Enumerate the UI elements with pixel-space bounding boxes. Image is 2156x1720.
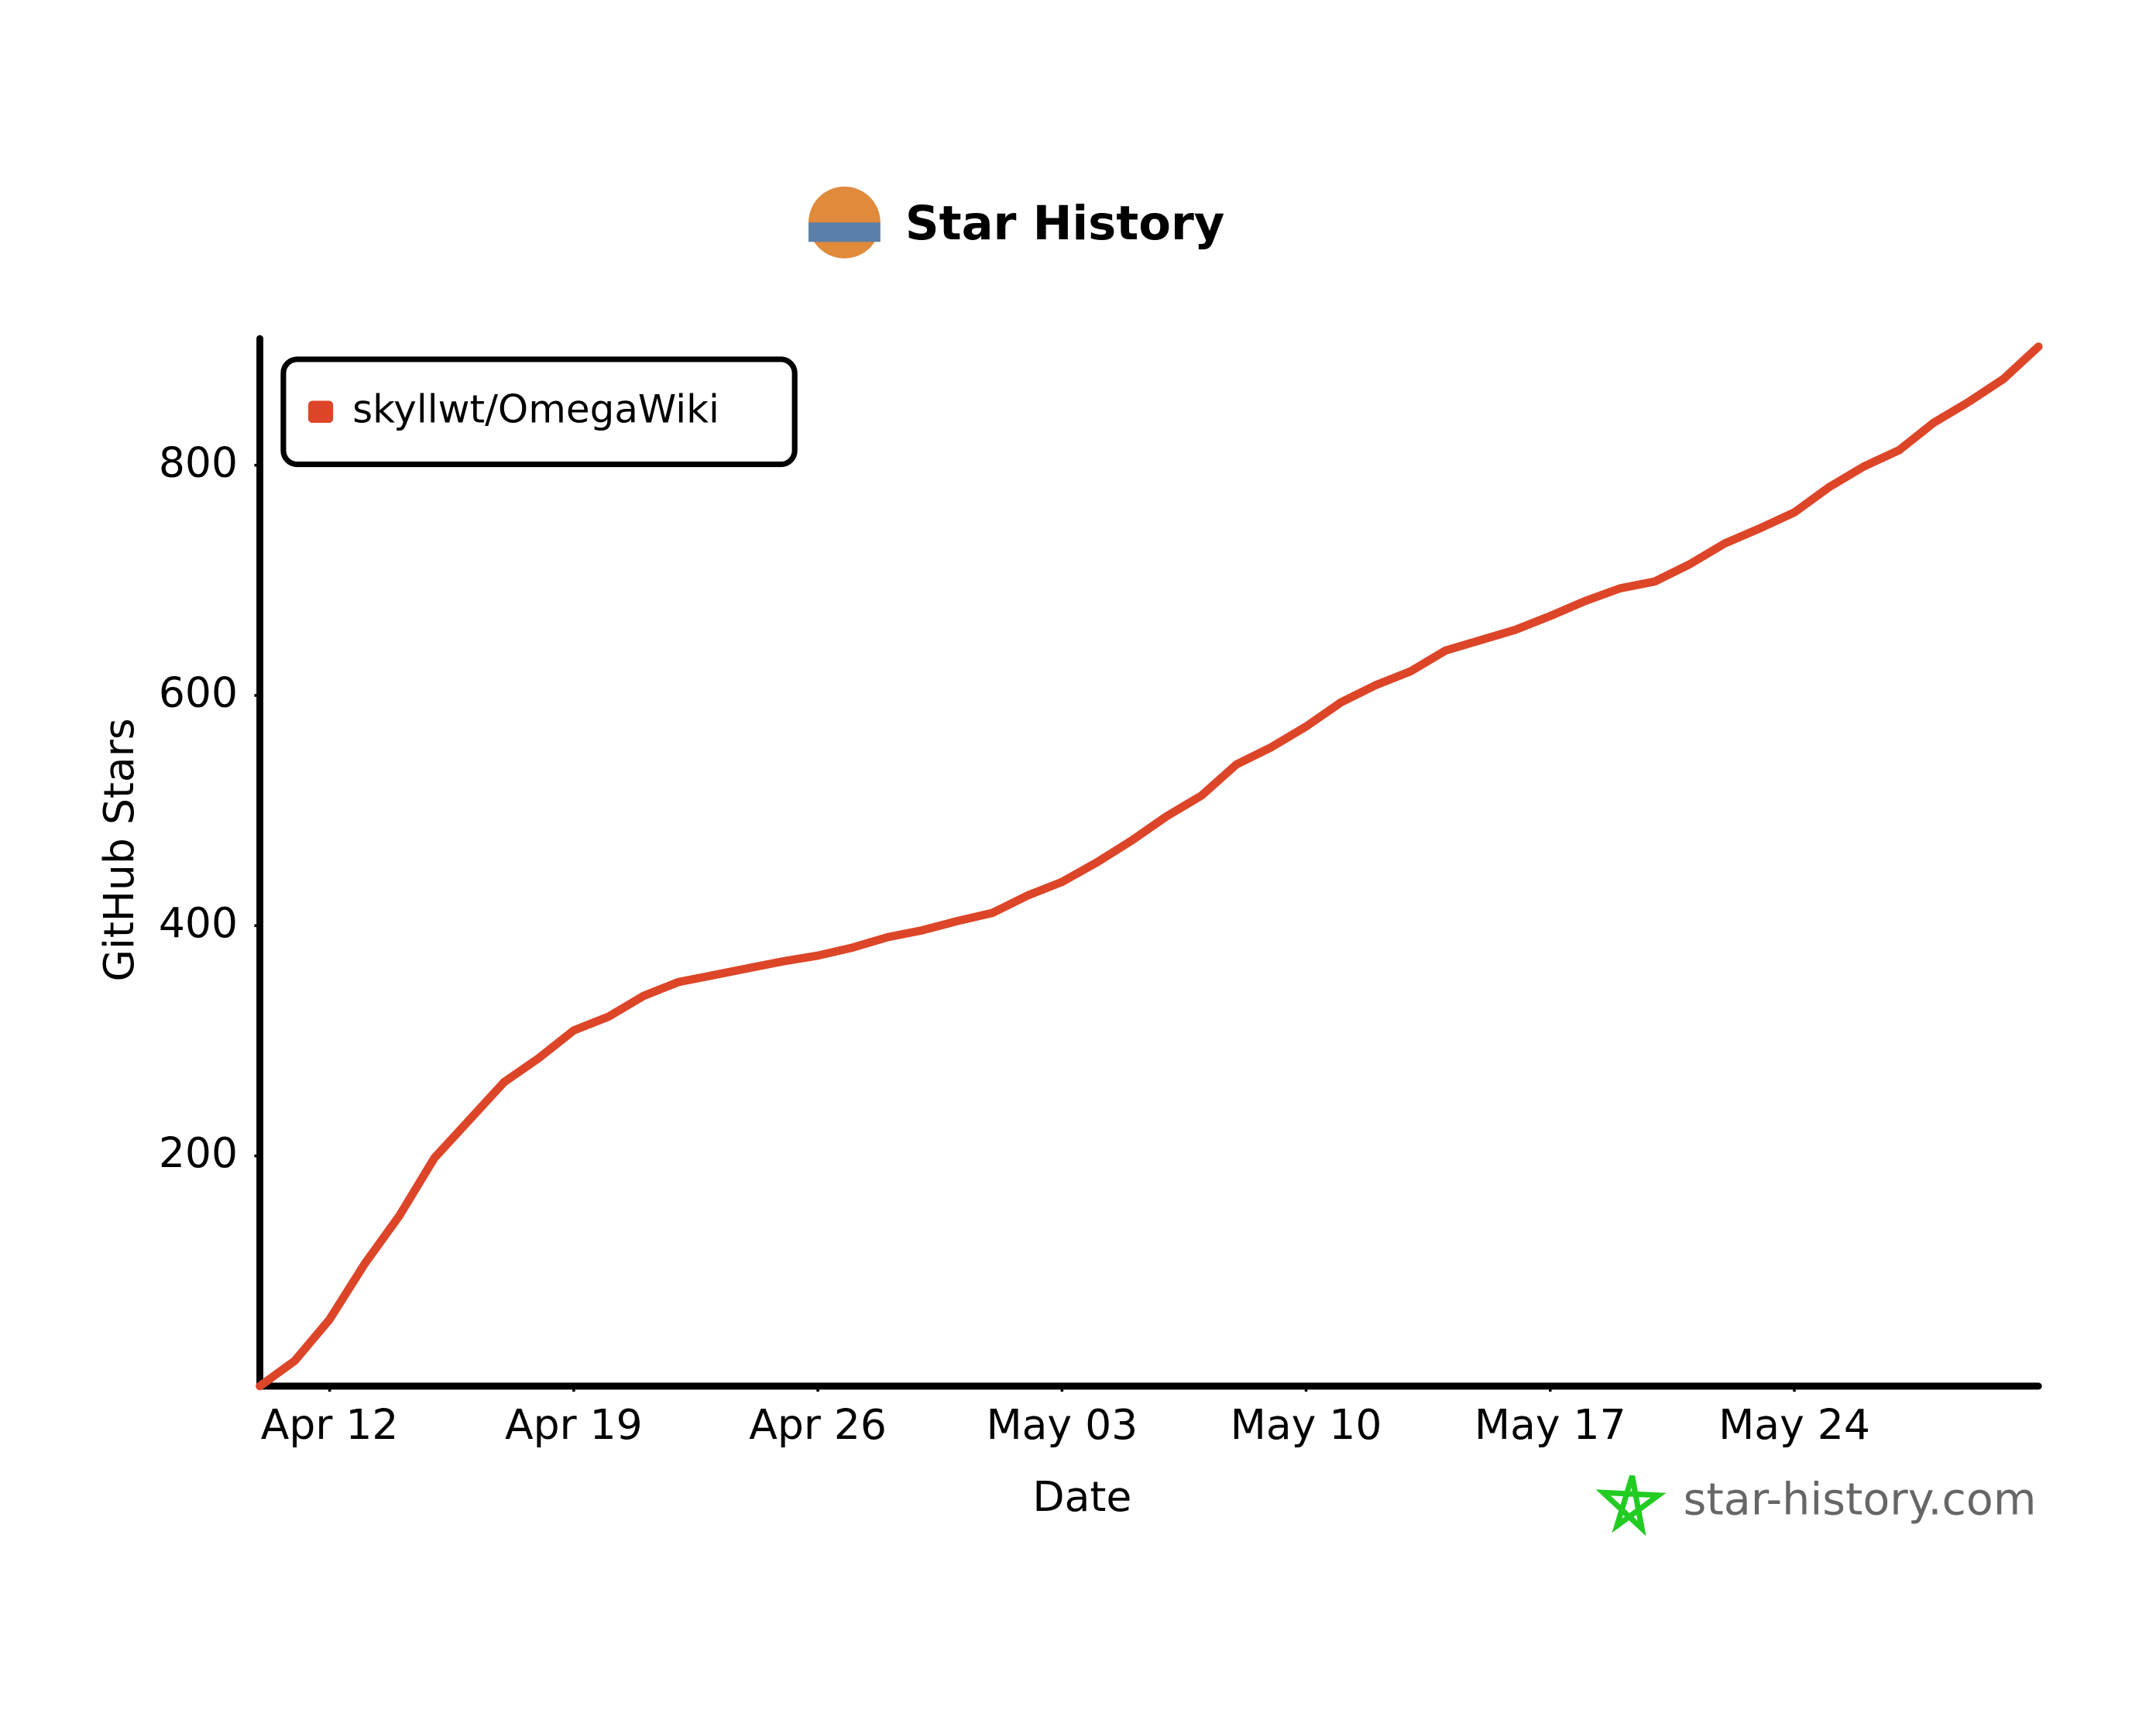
x-tick-label: May 10 [1231,1400,1382,1449]
y-tick-label: 800 [159,438,238,486]
legend-label: skyllwt/OmegaWiki [352,386,719,431]
x-tick-label: May 17 [1475,1400,1626,1449]
x-axis-label: Date [1032,1472,1131,1521]
y-tick-label: 200 [159,1128,238,1177]
legend-box [280,356,798,468]
y-tick-label: 600 [159,668,238,717]
y-tick-label: 400 [159,898,238,947]
x-tick-label: Apr 26 [749,1400,887,1449]
line [256,342,2043,1391]
legend-swatch [308,400,334,424]
x-tick-label: Apr 12 [261,1400,399,1449]
x-tick-label: Apr 19 [505,1400,643,1449]
x-tick-label: May 03 [986,1400,1138,1449]
x-tick-label: May 24 [1718,1400,1870,1449]
y-axis-label: GitHub Stars [94,718,143,981]
avatar-sea [808,222,881,242]
chart-title: Star History [905,197,1224,251]
watermark: star-history.com [1684,1474,2037,1525]
watermark-logo [1595,1475,1667,1536]
